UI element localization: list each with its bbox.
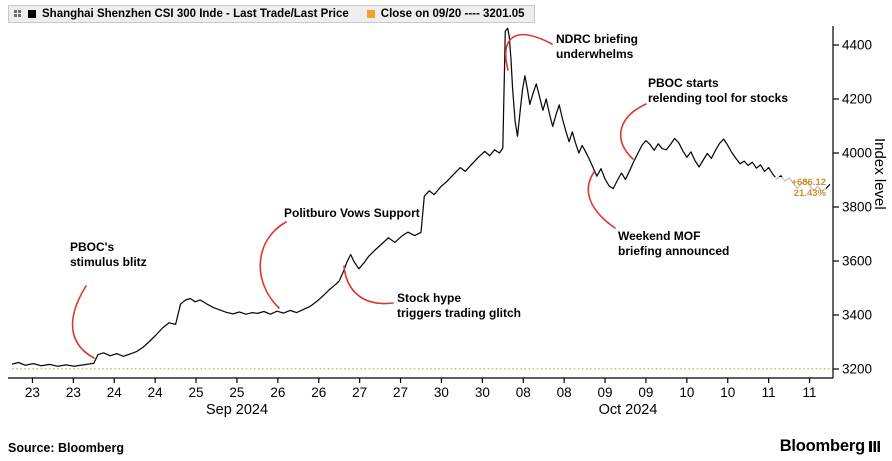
y-tick-label: 4400	[842, 38, 872, 53]
legend-bar[interactable]: Shanghai Shenzhen CSI 300 Inde - Last Tr…	[8, 5, 535, 23]
y-tick-label: 3200	[842, 362, 872, 377]
x-tick-label: 25	[189, 385, 204, 400]
x-tick-label: 25	[229, 385, 244, 400]
x-tick-label: 11	[762, 385, 776, 400]
source-note: Source: Bloomberg	[8, 441, 124, 455]
price-line	[11, 27, 831, 367]
x-tick-label: 09	[638, 385, 653, 400]
y-tick-label: 3400	[842, 308, 872, 323]
x-tick-label: 11	[803, 385, 817, 400]
x-tick-label: 10	[720, 385, 735, 400]
annotation-arrow	[619, 103, 647, 160]
month-label: Oct 2024	[599, 402, 658, 418]
annotation-arrow	[71, 285, 95, 359]
x-tick-label: 08	[557, 385, 572, 400]
x-tick-label: 30	[434, 385, 449, 400]
close-swatch	[366, 10, 375, 18]
series-swatch	[28, 10, 36, 18]
x-tick-label: 23	[25, 385, 40, 400]
x-tick-label: 24	[148, 385, 164, 400]
legend-close-label: Close on 09/20 ---- 3201.05	[380, 8, 525, 20]
x-tick-label: 30	[475, 385, 490, 400]
bloomberg-wordmark: Bloomberg	[779, 437, 865, 455]
y-tick-label: 3800	[842, 200, 872, 215]
y-axis-title: Index level	[871, 138, 888, 210]
legend-series-label: Shanghai Shenzhen CSI 300 Inde - Last Tr…	[42, 8, 349, 20]
y-tick-label: 3600	[842, 254, 872, 269]
x-tick-label: 09	[598, 385, 613, 400]
annotation-arrow	[587, 171, 616, 229]
badge-change: +686.12	[791, 177, 826, 188]
bloomberg-logo: Bloomberg	[780, 437, 880, 456]
badge-percent: 21.43%	[793, 188, 826, 199]
x-tick-label: 26	[270, 385, 285, 400]
x-tick-label: 24	[107, 385, 123, 400]
x-tick-label: 27	[393, 385, 408, 400]
annotation-arrow	[343, 265, 394, 305]
y-tick-label: 4000	[842, 146, 872, 161]
x-tick-label: 27	[352, 385, 367, 400]
annotation-arrow	[505, 33, 553, 71]
legend-grid-icon	[14, 10, 22, 18]
x-tick-label: 23	[66, 385, 81, 400]
bloomberg-logo-icon	[869, 441, 880, 452]
x-tick-label: 10	[679, 385, 694, 400]
x-tick-label: 08	[516, 385, 531, 400]
month-label: Sep 2024	[206, 402, 268, 418]
last-price-badge: +686.12 21.43%	[758, 177, 826, 199]
x-tick-label: 26	[311, 385, 326, 400]
annotation-arrow	[259, 221, 287, 309]
y-tick-label: 4200	[842, 92, 872, 107]
